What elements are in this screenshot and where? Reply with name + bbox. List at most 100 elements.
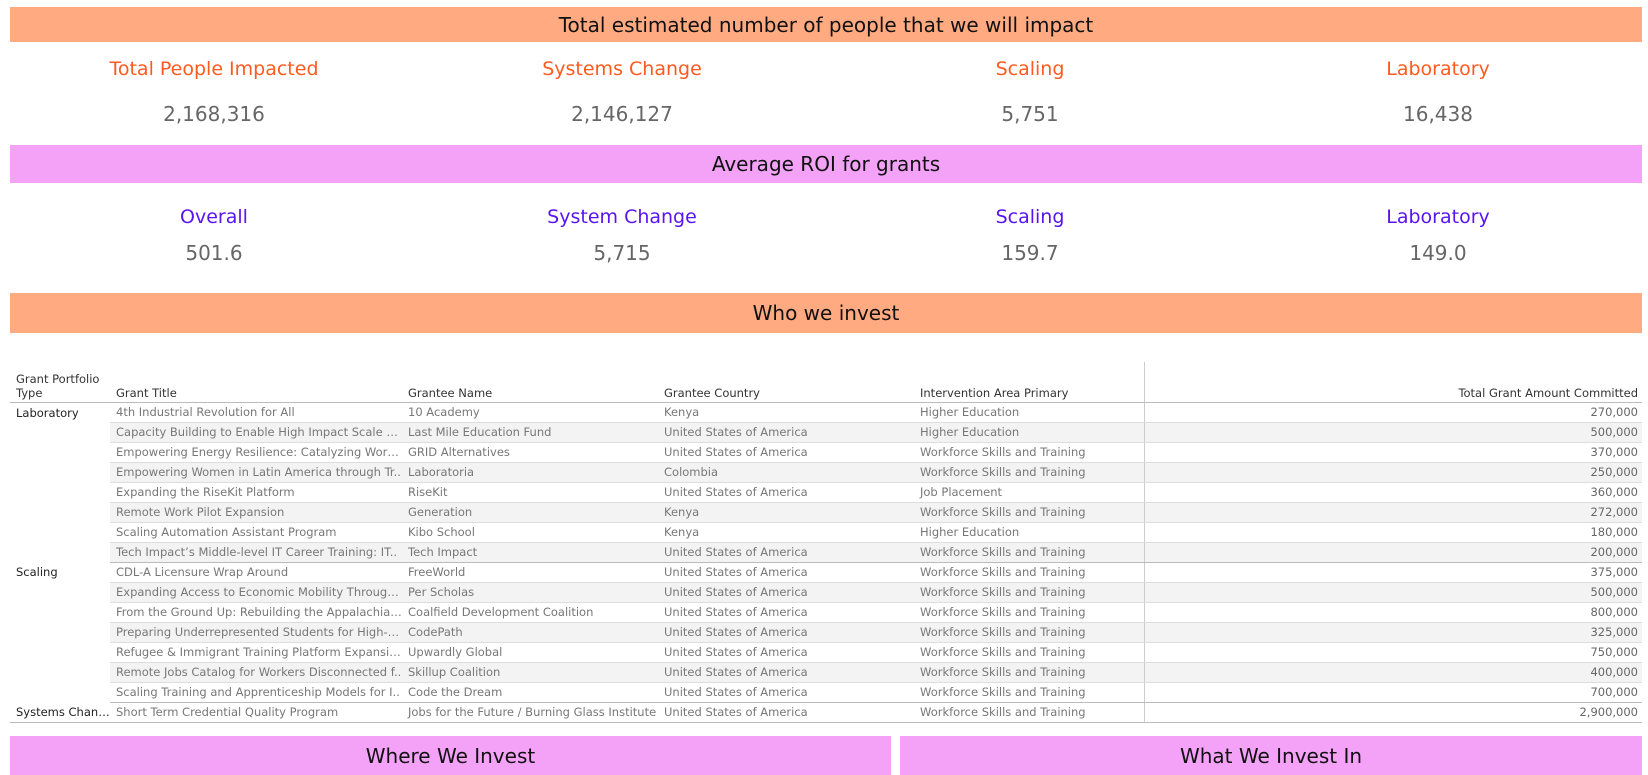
cell-grant-title: From the Ground Up: Rebuilding the Appal… (110, 602, 402, 623)
cell-grant-title: CDL-A Licensure Wrap Around (110, 562, 402, 583)
cell-grantee-name: 10 Academy (402, 402, 658, 423)
table-row[interactable]: Empowering Energy Resilience: Catalyzing… (10, 442, 1642, 463)
cell-grant-title: 4th Industrial Revolution for All (110, 402, 402, 423)
kpi-laboratory[interactable]: Laboratory 16,438 (1234, 58, 1642, 126)
cell-grantee-country: United States of America (658, 482, 914, 503)
header-grantee-name[interactable]: Grantee Name (402, 362, 658, 403)
kpi-label: Laboratory (1386, 206, 1490, 228)
table-row[interactable]: Preparing Underrepresented Students for … (10, 622, 1642, 643)
cell-grantee-name: CodePath (402, 622, 658, 643)
cell-grantee-name: Per Scholas (402, 582, 658, 603)
where-section-title: Where We Invest (10, 736, 891, 775)
kpi-label: Scaling (995, 58, 1065, 80)
table-row[interactable]: Expanding Access to Economic Mobility Th… (10, 582, 1642, 603)
cell-grantee-name: Last Mile Education Fund (402, 422, 658, 443)
cell-grantee-country: Kenya (658, 522, 914, 543)
cell-grantee-country: United States of America (658, 422, 914, 443)
cell-amount: 375,000 (1143, 562, 1642, 583)
header-intervention-area[interactable]: Intervention Area Primary (914, 362, 1144, 403)
cell-amount: 370,000 (1143, 442, 1642, 463)
cell-amount: 200,000 (1143, 542, 1642, 563)
cell-grant-title: Scaling Automation Assistant Program (110, 522, 402, 543)
grants-table-body: Laboratory 4th Industrial Revolution for … (10, 402, 1642, 723)
table-row[interactable]: Laboratory 4th Industrial Revolution for … (10, 402, 1642, 423)
header-grantee-country[interactable]: Grantee Country (658, 362, 914, 403)
kpi-scaling[interactable]: Scaling 5,751 (826, 58, 1234, 126)
table-row[interactable]: Systems Change Short Term Credential Qual… (10, 702, 1642, 723)
cell-intervention-area: Workforce Skills and Training (914, 562, 1144, 583)
cell-amount: 360,000 (1143, 482, 1642, 503)
cell-grant-title: Remote Jobs Catalog for Workers Disconne… (110, 662, 402, 683)
cell-grantee-name: Tech Impact (402, 542, 658, 563)
cell-intervention-area: Workforce Skills and Training (914, 582, 1144, 603)
cell-grantee-country: United States of America (658, 642, 914, 663)
grants-table-container: Grant Portfolio Type Grant Title Grantee… (10, 362, 1642, 723)
cell-intervention-area: Workforce Skills and Training (914, 602, 1144, 623)
cell-intervention-area: Workforce Skills and Training (914, 622, 1144, 643)
table-row[interactable]: Scaling CDL-A Licensure Wrap Around FreeWo… (10, 562, 1642, 583)
cell-amount: 270,000 (1143, 402, 1642, 423)
cell-intervention-area: Workforce Skills and Training (914, 642, 1144, 663)
cell-grant-title: Expanding the RiseKit Platform (110, 482, 402, 503)
cell-grantee-name: Kibo School (402, 522, 658, 543)
kpi-label: Systems Change (542, 58, 702, 80)
cell-amount: 800,000 (1143, 602, 1642, 623)
invest-section-title: Who we invest (10, 293, 1642, 333)
table-row[interactable]: Scaling Automation Assistant Program Kibo… (10, 522, 1642, 543)
cell-grant-title: Remote Work Pilot Expansion (110, 502, 402, 523)
header-total-amount[interactable]: Total Grant Amount Committed (1143, 362, 1642, 403)
impact-kpi-row: Total People Impacted 2,168,316 Systems … (10, 58, 1642, 126)
cell-intervention-area: Workforce Skills and Training (914, 662, 1144, 683)
cell-grantee-country: United States of America (658, 442, 914, 463)
cell-intervention-area: Job Placement (914, 482, 1144, 503)
cell-intervention-area: Workforce Skills and Training (914, 542, 1144, 563)
cell-intervention-area: Workforce Skills and Training (914, 462, 1144, 483)
cell-portfolio-type: Laboratory (16, 405, 79, 420)
cell-grantee-country: United States of America (658, 662, 914, 683)
kpi-label: Laboratory (1386, 58, 1490, 80)
table-row[interactable]: Expanding the RiseKit Platform RiseKit Uni… (10, 482, 1642, 503)
table-row[interactable]: Remote Work Pilot Expansion Generation Ken… (10, 502, 1642, 523)
cell-grantee-country: United States of America (658, 602, 914, 623)
grants-table[interactable]: Grant Portfolio Type Grant Title Grantee… (10, 362, 1642, 723)
cell-intervention-area: Workforce Skills and Training (914, 702, 1144, 723)
roi-kpi-row: Overall 501.6 System Change 5,715 Scalin… (10, 206, 1642, 265)
roi-overall[interactable]: Overall 501.6 (10, 206, 418, 265)
roi-system-change[interactable]: System Change 5,715 (418, 206, 826, 265)
cell-amount: 750,000 (1143, 642, 1642, 663)
table-row[interactable]: Remote Jobs Catalog for Workers Disconne… (10, 662, 1642, 683)
cell-grantee-name: GRID Alternatives (402, 442, 658, 463)
table-row[interactable]: Empowering Women in Latin America throug… (10, 462, 1642, 483)
cell-portfolio-type: Systems Change (10, 702, 110, 723)
what-section-title-text: What We Invest In (1179, 744, 1363, 768)
impact-section-title-text: Total estimated number of people that we… (558, 12, 1094, 37)
kpi-label: Overall (180, 206, 248, 228)
cell-intervention-area: Higher Education (914, 522, 1144, 543)
cell-grantee-country: United States of America (658, 542, 914, 563)
invest-section-title-text: Who we invest (752, 301, 900, 325)
kpi-value: 5,715 (593, 241, 651, 265)
cell-grantee-country: Colombia (658, 462, 914, 483)
cell-grant-title: Empowering Women in Latin America throug… (110, 462, 402, 483)
kpi-value: 5,751 (1001, 102, 1059, 126)
table-row[interactable]: Refugee & Immigrant Training Platform Ex… (10, 642, 1642, 663)
table-row[interactable]: Tech Impact’s Middle-level IT Career Tra… (10, 542, 1642, 563)
what-section-title: What We Invest In (900, 736, 1642, 775)
header-grant-title[interactable]: Grant Title (110, 362, 402, 403)
cell-grant-title: Tech Impact’s Middle-level IT Career Tra… (110, 542, 402, 563)
roi-laboratory[interactable]: Laboratory 149.0 (1234, 206, 1642, 265)
roi-scaling[interactable]: Scaling 159.7 (826, 206, 1234, 265)
kpi-total-people-impacted[interactable]: Total People Impacted 2,168,316 (10, 58, 418, 126)
kpi-systems-change[interactable]: Systems Change 2,146,127 (418, 58, 826, 126)
header-portfolio-type[interactable]: Grant Portfolio Type (10, 362, 110, 403)
table-row[interactable]: Capacity Building to Enable High Impact … (10, 422, 1642, 443)
cell-intervention-area: Workforce Skills and Training (914, 442, 1144, 463)
table-row[interactable]: Scaling Training and Apprenticeship Mode… (10, 682, 1642, 703)
kpi-value: 16,438 (1403, 102, 1473, 126)
cell-grant-title: Refugee & Immigrant Training Platform Ex… (110, 642, 402, 663)
cell-grantee-country: United States of America (658, 622, 914, 643)
cell-grantee-country: United States of America (658, 582, 914, 603)
kpi-label: Scaling (995, 206, 1065, 228)
cell-grantee-country: Kenya (658, 402, 914, 423)
table-row[interactable]: From the Ground Up: Rebuilding the Appal… (10, 602, 1642, 623)
